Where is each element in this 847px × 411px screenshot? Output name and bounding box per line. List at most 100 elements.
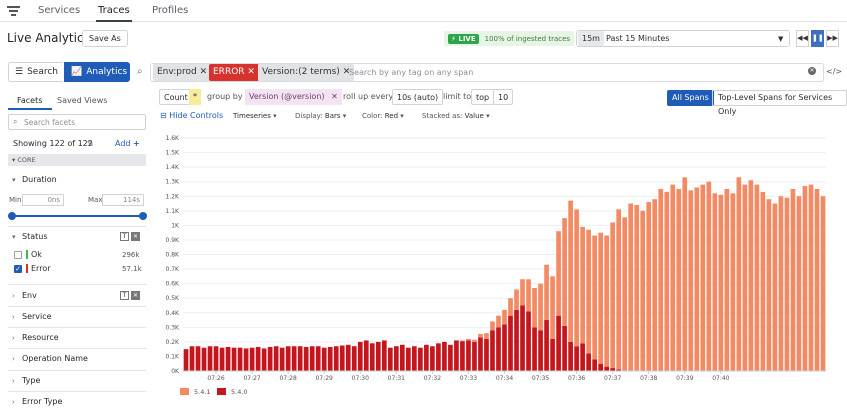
bar-5-4-1[interactable]	[778, 196, 784, 371]
bar-5-4-0[interactable]	[418, 347, 423, 371]
bar-5-4-0[interactable]	[201, 347, 207, 371]
bar-5-4-0[interactable]	[484, 338, 489, 371]
bar-5-4-0[interactable]	[183, 349, 189, 371]
bar-5-4-0[interactable]	[514, 309, 519, 371]
tab-services[interactable]: Services	[38, 5, 81, 16]
bar-5-4-0[interactable]	[406, 347, 411, 371]
bar-5-4-0[interactable]	[333, 346, 339, 371]
search-input[interactable]	[150, 63, 824, 82]
bar-5-4-1[interactable]	[484, 333, 489, 339]
bar-5-4-0[interactable]	[273, 346, 279, 371]
bar-5-4-0[interactable]	[598, 363, 603, 371]
bar-5-4-0[interactable]	[430, 346, 435, 371]
bar-5-4-0[interactable]	[255, 346, 261, 371]
bar-5-4-0[interactable]	[249, 347, 255, 371]
bar-5-4-0[interactable]	[466, 340, 471, 371]
bar-5-4-0[interactable]	[532, 327, 537, 371]
bar-5-4-1[interactable]	[730, 193, 736, 371]
bar-5-4-0[interactable]	[339, 345, 345, 371]
bar-5-4-0[interactable]	[243, 348, 249, 371]
stacked-select[interactable]: Stacked as: Value ▾	[422, 112, 490, 120]
close-icon[interactable]: ✕	[131, 291, 140, 300]
bar-5-4-0[interactable]	[399, 344, 405, 371]
search-tab[interactable]: ☰ Search	[8, 62, 63, 82]
group-by-version-select[interactable]: Version (@version) ✕	[245, 89, 342, 105]
bar-5-4-0[interactable]	[604, 366, 610, 371]
bar-5-4-0[interactable]	[189, 346, 195, 371]
status-error-checkbox[interactable]: ✓	[14, 265, 22, 273]
bar-5-4-1[interactable]	[712, 193, 718, 371]
bar-5-4-0[interactable]	[454, 340, 459, 371]
pause-icon[interactable]: ❚❚	[811, 30, 824, 47]
bar-5-4-0[interactable]	[496, 327, 501, 371]
facet-duration[interactable]: ▾ Duration	[12, 175, 57, 184]
bar-5-4-1[interactable]	[814, 188, 820, 371]
facet-env[interactable]: › Env	[12, 291, 37, 300]
duration-slider-max-handle[interactable]	[139, 212, 147, 220]
bar-5-4-1[interactable]	[724, 188, 730, 371]
bar-5-4-1[interactable]	[526, 279, 531, 312]
bar-5-4-1[interactable]	[808, 184, 814, 371]
bar-5-4-0[interactable]	[285, 346, 291, 371]
bar-5-4-1[interactable]	[820, 196, 826, 371]
bar-5-4-0[interactable]	[424, 344, 429, 371]
legend-label-540[interactable]: 5.4.0	[231, 388, 248, 396]
bar-5-4-1[interactable]	[466, 338, 471, 341]
bar-5-4-1[interactable]	[646, 202, 652, 371]
bar-5-4-0[interactable]	[586, 353, 591, 371]
bar-5-4-1[interactable]	[502, 309, 507, 325]
bar-5-4-0[interactable]	[225, 346, 231, 371]
bar-5-4-0[interactable]	[363, 340, 369, 371]
bar-5-4-1[interactable]	[532, 287, 537, 328]
bar-5-4-0[interactable]	[303, 346, 309, 371]
status-ok-checkbox[interactable]	[14, 251, 22, 259]
measure-star[interactable]: *	[189, 89, 201, 105]
close-icon[interactable]: ✕	[131, 232, 140, 241]
bar-5-4-0[interactable]	[550, 338, 555, 371]
bar-5-4-0[interactable]	[321, 347, 327, 371]
tab-traces[interactable]: Traces	[96, 5, 132, 22]
bar-5-4-1[interactable]	[478, 333, 483, 338]
bar-5-4-1[interactable]	[580, 226, 585, 344]
bar-5-4-1[interactable]	[574, 209, 579, 347]
bar-5-4-1[interactable]	[742, 184, 748, 371]
duration-min-input[interactable]: 0ns	[22, 194, 64, 206]
legend-label-541[interactable]: 5.4.1	[194, 388, 211, 396]
facet-search-input[interactable]	[8, 114, 146, 130]
live-indicator[interactable]: ⚡ LIVE 100% of ingested traces	[444, 31, 575, 46]
roll-up-interval-select[interactable]: 10s (auto)	[392, 89, 444, 105]
bar-5-4-0[interactable]	[592, 359, 597, 371]
bar-5-4-1[interactable]	[796, 196, 802, 371]
bar-5-4-1[interactable]	[748, 180, 754, 371]
facet-error-type[interactable]: › Error Type	[12, 397, 62, 406]
bar-5-4-0[interactable]	[556, 315, 561, 371]
bar-5-4-0[interactable]	[472, 341, 477, 371]
bar-5-4-1[interactable]	[568, 200, 573, 342]
bar-5-4-1[interactable]	[658, 188, 664, 371]
bar-5-4-0[interactable]	[478, 337, 483, 371]
bar-5-4-0[interactable]	[460, 341, 465, 371]
bar-5-4-0[interactable]	[616, 369, 622, 371]
bar-5-4-1[interactable]	[802, 186, 808, 371]
hide-controls-link[interactable]: ⊟ Hide Controls	[160, 111, 223, 120]
query-pill-version[interactable]: Version:(2 terms) ✕	[258, 64, 355, 81]
bar-5-4-1[interactable]	[556, 231, 561, 316]
bar-5-4-1[interactable]	[550, 276, 555, 339]
close-icon[interactable]: ✕	[331, 92, 338, 101]
bar-5-4-1[interactable]	[718, 194, 724, 371]
bar-5-4-1[interactable]	[586, 229, 591, 354]
tab-facets[interactable]: Facets	[17, 96, 43, 105]
tab-profiles[interactable]: Profiles	[152, 5, 189, 16]
bar-5-4-0[interactable]	[412, 346, 417, 371]
bar-5-4-0[interactable]	[369, 343, 375, 371]
bar-5-4-0[interactable]	[490, 330, 495, 371]
bar-5-4-0[interactable]	[267, 346, 273, 371]
top-level-spans-button[interactable]: Top-Level Spans for Services Only	[712, 90, 847, 116]
bar-5-4-1[interactable]	[604, 235, 610, 367]
analytics-tab[interactable]: 📈 Analytics	[64, 62, 130, 82]
bar-5-4-1[interactable]	[514, 289, 519, 310]
bar-5-4-0[interactable]	[568, 341, 573, 371]
bar-5-4-0[interactable]	[261, 348, 267, 371]
limit-top-select[interactable]: top	[471, 89, 495, 105]
bar-5-4-0[interactable]	[436, 343, 441, 371]
